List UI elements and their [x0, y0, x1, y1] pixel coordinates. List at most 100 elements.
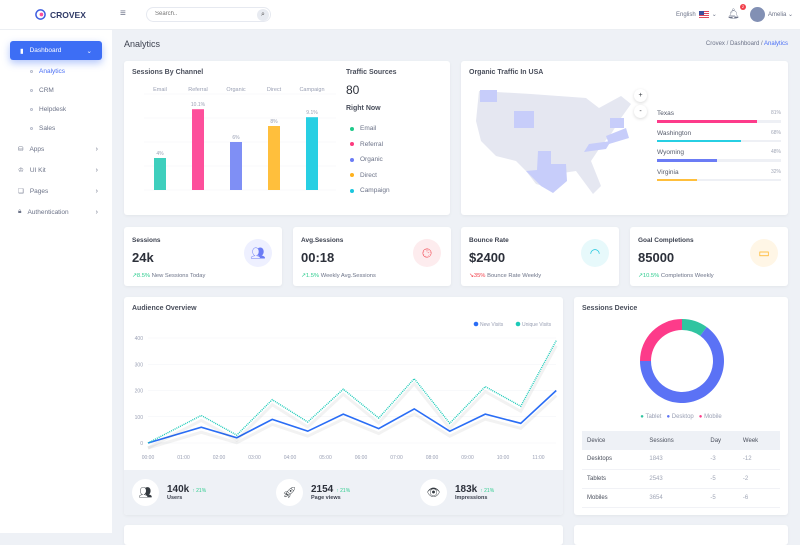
bullet-icon: [30, 89, 33, 92]
users-icon: 👥︎: [244, 239, 272, 267]
sidebar-item-dashboard[interactable]: ▮ Dashboard ⌄: [10, 41, 102, 60]
summary-stat: 👁︎ 183k ↑ 21% Impressions: [420, 479, 494, 506]
state-percent: 32%: [770, 168, 781, 175]
sidebar-subitem-helpdesk[interactable]: Helpdesk: [30, 106, 66, 113]
sidebar-item-authentication[interactable]: 🔒︎ Authentication ›: [18, 208, 98, 216]
sidebar-subitem-label: Helpdesk: [39, 106, 67, 113]
bar-email: [154, 158, 166, 190]
state-name: Virginia: [657, 168, 679, 176]
bullet-icon: [30, 108, 33, 111]
y-tick-label: 300: [135, 362, 144, 368]
user-menu[interactable]: Amelia ⌄: [768, 12, 794, 18]
dot-icon: ●: [698, 414, 703, 420]
legend-label: Mobile: [704, 414, 722, 420]
search-input[interactable]: [155, 11, 245, 17]
chevron-right-icon: ›: [95, 145, 98, 153]
table-cell: Desktops: [582, 450, 645, 470]
sessions-device-card: Sessions Device ● Tablet ● Desktop ● Mobil…: [574, 297, 788, 515]
stat-value: $2400: [469, 250, 506, 265]
search-icon[interactable]: ⌕: [257, 9, 269, 21]
usa-map[interactable]: [471, 86, 636, 206]
virginia-region[interactable]: [606, 128, 629, 144]
legend-label: New Visits: [480, 322, 504, 328]
us-flag-icon: [698, 11, 709, 18]
traffic-sources-value: 80: [346, 83, 360, 97]
audience-summary: [124, 470, 563, 515]
bell-icon[interactable]: 🔔︎: [727, 9, 740, 20]
zoom-out-button[interactable]: -: [634, 105, 647, 118]
bullet-icon: [30, 70, 33, 73]
sidebar-item-pages[interactable]: ❏ Pages ›: [18, 187, 98, 196]
change-desc: Bounce Rate Weekly: [487, 273, 542, 279]
legend-label: Tablet: [645, 414, 662, 420]
card-title: Sessions Device: [582, 305, 638, 312]
search-box: ⌕: [146, 7, 271, 22]
table-row: Tablets 2543 -5 -2: [582, 469, 780, 489]
wallet-icon: ▭: [750, 239, 778, 267]
table-cell: -5: [705, 488, 738, 508]
zoom-in-button[interactable]: +: [634, 89, 647, 102]
texas-region[interactable]: [526, 151, 567, 193]
bar-chart-icon: ▮: [20, 47, 24, 55]
sidebar-item-label: Authentication: [27, 208, 69, 216]
chevron-right-icon: ›: [95, 208, 98, 216]
state-progress-bar: [657, 178, 781, 181]
summary-change-value: 21%: [340, 488, 351, 494]
progress-fill: [657, 139, 742, 142]
menu-toggle-icon[interactable]: ≡: [120, 8, 126, 19]
avatar[interactable]: [750, 7, 765, 22]
sidebar-subitem-crm[interactable]: CRM: [30, 87, 54, 94]
x-tick-label: 03:00: [248, 455, 261, 461]
x-tick-label: 02:00: [213, 455, 226, 461]
state-progress-bar: [657, 139, 781, 142]
brand-name: CROVEX: [50, 9, 86, 20]
progress-fill: [657, 178, 697, 181]
wyoming-region[interactable]: [514, 111, 534, 128]
breadcrumb-crovex[interactable]: Crovex: [705, 41, 725, 47]
legend-item: ● Tablet: [640, 414, 661, 420]
stat-card: Bounce Rate $2400 ↘35% Bounce Rate Weekly ◠: [461, 227, 619, 286]
database-icon: ⛁: [18, 146, 24, 153]
sidebar-item-ui-kit[interactable]: ♔ UI Kit ›: [18, 166, 98, 175]
sessions-donut-chart: [640, 319, 724, 403]
stat-card: Goal Completions 85000 ↗10.5% Completions …: [630, 227, 788, 286]
bar-direct: [268, 126, 280, 190]
breadcrumb-dashboard[interactable]: Dashboard: [729, 41, 760, 47]
breadcrumb-analytics: Analytics: [763, 41, 788, 47]
organic-traffic-card: Organic Traffic In USA + - Texas 81% Washi…: [461, 61, 788, 215]
legend-item: ● Mobile: [699, 414, 722, 420]
state-progress-bar: [657, 120, 781, 123]
dot-icon: [350, 188, 354, 193]
donut-slice-desktop: [640, 327, 724, 403]
y-tick-label: 200: [135, 389, 144, 395]
language-label: English: [676, 11, 696, 18]
eye-icon: 👁︎: [420, 479, 447, 506]
bottom-card-right: [574, 525, 788, 545]
stat-label: Sessions: [132, 237, 161, 244]
column-header: Sessions: [644, 431, 706, 450]
right-now-label: Right Now: [346, 105, 381, 112]
washington-region[interactable]: [480, 90, 497, 102]
change-desc: Weekly Avg.Sessions: [320, 273, 376, 279]
series-line-new-visits: [147, 389, 557, 444]
stat-label: Goal Completions: [638, 237, 694, 244]
sidebar-subitem-analytics[interactable]: Analytics: [30, 68, 65, 75]
table-cell: 1843: [644, 450, 706, 470]
table-cell: Tablets: [582, 469, 645, 489]
sidebar-subitem-label: Analytics: [39, 68, 66, 75]
donut-legend: ● Tablet ● Desktop ● Mobile: [574, 414, 788, 420]
traffic-source-item: Email: [350, 125, 376, 132]
sidebar-item-apps[interactable]: ⛁ Apps ›: [18, 145, 98, 154]
x-tick-label: 10:00: [497, 455, 510, 461]
state-row: Washington 68%: [657, 130, 781, 142]
sidebar-subitem-sales[interactable]: Sales: [30, 125, 55, 132]
trend-down-icon: ↘: [469, 273, 474, 279]
brand-logo[interactable]: CROVEX: [35, 9, 86, 20]
language-selector[interactable]: English ⌄: [676, 11, 717, 18]
table-header-row: Device Sessions Day Week: [582, 431, 780, 450]
sidebar-item-label: Dashboard: [29, 47, 62, 54]
progress-fill: [657, 120, 758, 123]
dot-icon: ●: [640, 414, 644, 420]
summary-value: 140k: [167, 484, 190, 495]
table-row: Mobiles 3654 -5 -6: [582, 488, 780, 508]
